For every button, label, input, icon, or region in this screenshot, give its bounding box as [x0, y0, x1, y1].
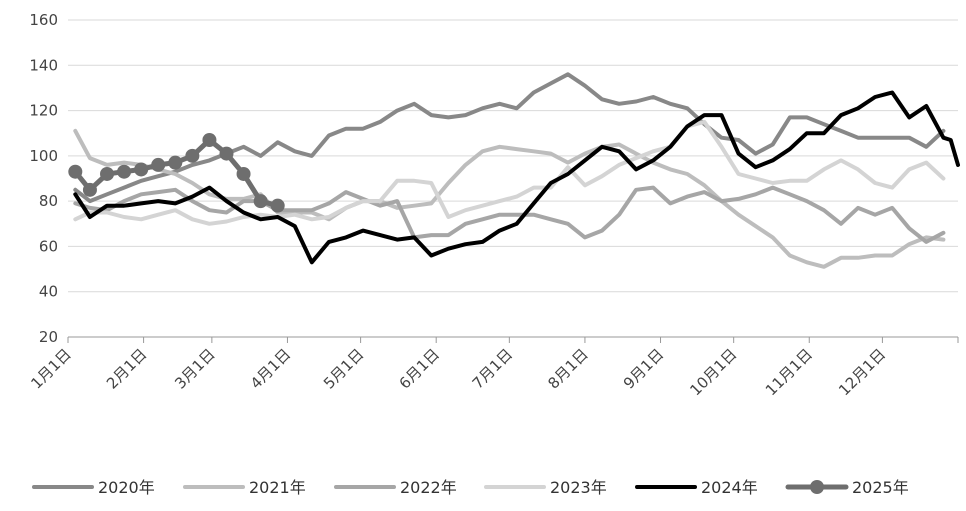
- gridlines: [68, 19, 958, 338]
- series-point: [68, 164, 83, 179]
- series-point: [270, 198, 285, 213]
- y-axis-ticks: 20 40 60 80 100 120 140 160: [29, 11, 58, 346]
- y-tick-label: 80: [39, 192, 58, 210]
- x-tick-label: 1月1日: [27, 345, 74, 392]
- legend-label: 2025年: [852, 478, 909, 497]
- x-tick-label: 5月1日: [320, 345, 367, 392]
- legend-label: 2021年: [249, 478, 306, 497]
- series-line-0: [73, 72, 946, 204]
- y-tick-label: 160: [29, 11, 58, 29]
- x-tick-label: 7月1日: [469, 345, 516, 392]
- x-tick-label: 6月1日: [396, 345, 443, 392]
- y-tick-label: 60: [39, 237, 58, 255]
- x-tick-label: 8月1日: [544, 345, 591, 392]
- series-point: [168, 155, 183, 170]
- legend-label: 2024年: [701, 478, 758, 497]
- legend-label: 2023年: [550, 478, 607, 497]
- y-tick-label: 100: [29, 147, 58, 165]
- x-axis: 1月1日 2月1日 3月1日 4月1日 5月1日 6月1日 7月1日 8月1日 9月1日 10月1…: [27, 336, 959, 399]
- series-point: [117, 164, 132, 179]
- x-tick-label: 9月1日: [620, 345, 667, 392]
- series-point: [100, 166, 115, 181]
- series-line-2: [73, 185, 946, 244]
- series-point: [202, 133, 217, 148]
- series-point: [219, 146, 234, 161]
- x-tick-label: 11月1日: [762, 345, 816, 399]
- legend-label: 2020年: [98, 478, 155, 497]
- y-tick-label: 120: [29, 102, 58, 120]
- series-point: [185, 148, 200, 163]
- x-tick-label: 2月1日: [103, 345, 150, 392]
- legend: 2020年 2021年 2022年 2023年 2024年 2025年: [32, 478, 909, 497]
- series-lines: [68, 72, 960, 269]
- x-tick-label: 10月1日: [686, 345, 740, 399]
- series-point: [151, 157, 166, 172]
- series-point: [134, 162, 149, 177]
- legend-label: 2022年: [400, 478, 457, 497]
- y-tick-label: 20: [39, 328, 58, 346]
- series-line-3: [73, 119, 946, 226]
- y-tick-label: 140: [29, 56, 58, 74]
- y-tick-label: 40: [39, 283, 58, 301]
- x-tick-label: 3月1日: [171, 345, 218, 392]
- series-point: [236, 166, 251, 181]
- series-point: [82, 182, 97, 197]
- legend-marker: [810, 480, 824, 494]
- x-tick-label: 4月1日: [247, 345, 294, 392]
- series-line-4: [73, 90, 960, 265]
- x-tick-label: 12月1日: [835, 345, 889, 399]
- series-point: [253, 194, 268, 209]
